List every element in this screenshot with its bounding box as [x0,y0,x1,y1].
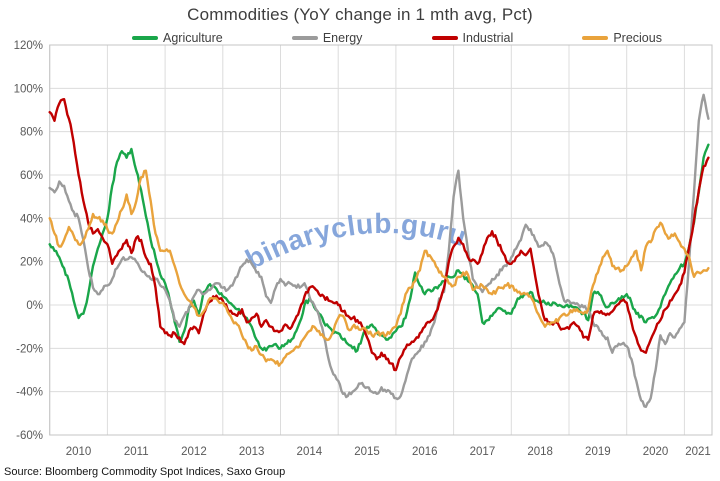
legend-label-precious: Precious [613,31,662,45]
legend-swatch-industrial [431,36,458,40]
y-axis-tick-label: 40% [20,213,43,225]
x-axis-tick-label: 2013 [239,446,265,458]
y-axis-tick-label: 0% [26,300,43,312]
y-axis-tick-label: 20% [20,257,43,269]
legend-swatch-agriculture [132,36,158,40]
y-axis-tick-label: 80% [20,127,43,139]
x-axis-tick-label: 2014 [297,446,323,458]
series-line-industrial [48,97,710,372]
chart-legend: Agriculture Energy Industrial Precious [132,30,662,46]
legend-swatch-energy [291,36,318,40]
x-axis-tick-label: 2015 [354,446,380,458]
y-axis-tick-label: -60% [16,430,43,442]
chart-title: Commodities (YoY change in 1 mth avg, Pc… [187,5,533,24]
x-axis-tick-label: 2018 [527,446,553,458]
legend-item-industrial: Industrial [431,31,514,45]
series-line-agriculture [48,143,710,353]
legend-item-agriculture: Agriculture [132,31,223,45]
y-axis-tick-label: 60% [20,170,43,182]
source-attribution: Source: Bloomberg Commodity Spot Indices… [4,466,286,478]
x-axis-tick-label: 2011 [124,446,149,458]
x-axis-tick-label: 2021 [685,446,711,458]
legend-swatch-precious [582,36,609,40]
series-line-energy [48,93,710,408]
plot-border [49,44,713,436]
y-axis-tick-label: -40% [16,387,43,399]
y-axis-tick-label: -20% [16,343,43,355]
legend-label-agriculture: Agriculture [163,31,223,45]
y-axis-tick-label: 100% [14,83,43,95]
legend-label-industrial: Industrial [462,31,514,45]
x-axis-tick-label: 2012 [181,446,207,458]
y-axis-tick-label: 120% [14,40,43,52]
x-axis-tick-label: 2020 [643,446,669,458]
legend-item-energy: Energy [291,31,363,45]
legend-label-energy: Energy [322,31,363,45]
x-axis-tick-label: 2017 [470,446,496,458]
x-axis-tick-label: 2016 [412,446,438,458]
x-axis-tick-label: 2019 [585,446,611,458]
legend-item-precious: Precious [582,31,662,45]
series-line-precious [48,169,710,367]
x-axis-tick-label: 2010 [66,446,92,458]
